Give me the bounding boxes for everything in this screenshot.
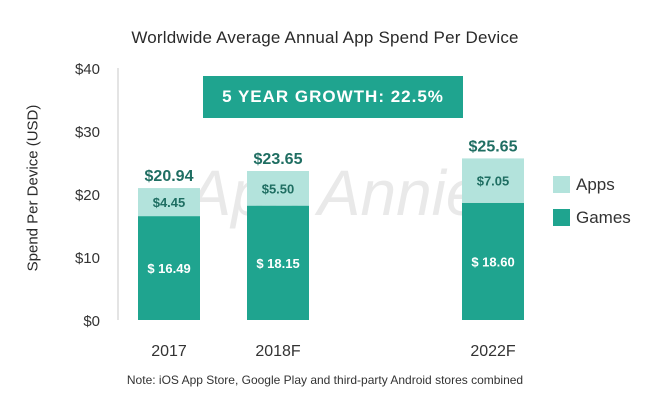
data-label-apps: $5.50	[262, 181, 295, 196]
data-label-total: $23.65	[254, 151, 303, 168]
legend-swatch	[553, 176, 570, 193]
y-tick-label: $20	[75, 187, 100, 204]
bar-apps	[138, 188, 200, 217]
data-label-games: $ 16.49	[147, 261, 190, 276]
data-label-total: $20.94	[145, 168, 194, 185]
chart-title: Worldwide Average Annual App Spend Per D…	[131, 28, 519, 47]
growth-annotation: 5 YEAR GROWTH: 22.5%	[203, 76, 463, 118]
data-label-apps: $4.45	[153, 195, 186, 210]
x-tick-label: 2022F	[470, 343, 516, 360]
data-label-games: $ 18.60	[471, 254, 514, 269]
y-tick-label: $40	[75, 61, 100, 78]
chart-note: Note: iOS App Store, Google Play and thi…	[126, 373, 524, 387]
bar-games	[247, 205, 309, 320]
bar-games	[138, 216, 200, 320]
y-tick-label: $30	[75, 124, 100, 141]
y-tick-label: $10	[75, 250, 100, 267]
legend-label: Games	[576, 208, 631, 227]
data-label-games: $ 18.15	[256, 256, 299, 271]
legend-label: Apps	[576, 175, 615, 194]
y-tick-label: $0	[83, 313, 100, 330]
bar-apps	[462, 158, 524, 203]
legend-swatch	[553, 209, 570, 226]
bar-apps	[247, 171, 309, 206]
data-label-apps: $7.05	[477, 174, 510, 189]
x-tick-label: 2018F	[255, 343, 301, 360]
x-tick-label: 2017	[151, 343, 187, 360]
data-label-total: $25.65	[469, 138, 518, 155]
watermark-text: App Annie	[185, 157, 482, 229]
bar-games	[462, 202, 524, 320]
